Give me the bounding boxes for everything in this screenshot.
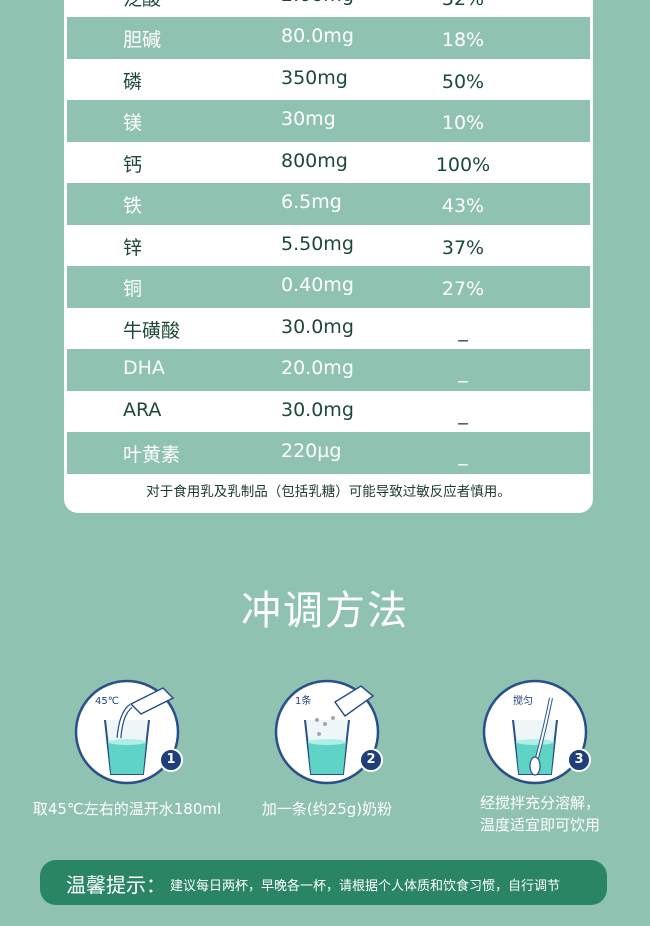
nutrient-amount: 6.5mg	[281, 191, 342, 213]
nutrient-name: 镁	[123, 112, 143, 134]
nutrient-percent: 100%	[435, 153, 491, 176]
nutrient-percent: 18%	[441, 29, 485, 51]
nutrient-name: 锌	[123, 236, 143, 259]
step-icon: 搅匀	[482, 679, 588, 785]
tip-bar: 温馨提示： 建议每日两杯，早晚各一杯，请根据个人体质和饮食习惯，自行调节	[40, 860, 607, 905]
nutrient-percent: 37%	[441, 236, 485, 259]
nutrient-name: 胆碱	[123, 29, 162, 51]
nutrient-percent: _	[458, 402, 468, 425]
tip-text: 建议每日两杯，早晚各一杯，请根据个人体质和饮食习惯，自行调节	[170, 879, 561, 894]
table-row: 磷 350mg 50%	[67, 59, 590, 101]
table-row: 钙 800mg 100%	[67, 142, 590, 184]
nutrient-amount: 350mg	[281, 66, 348, 89]
nutrient-percent: _	[458, 361, 468, 383]
nutrient-amount: 30.0mg	[281, 315, 354, 338]
step-3-caption: 经搅拌充分溶解， 温度适宜即可饮用	[440, 792, 640, 836]
nutrient-name: 叶黄素	[123, 444, 181, 466]
step-label: 搅匀	[513, 694, 533, 707]
step-3-caption-line2: 温度适宜即可饮用	[479, 816, 600, 834]
table-row: 牛磺酸 30.0mg _	[67, 308, 590, 350]
table-row: 胆碱 80.0mg 18%	[67, 17, 590, 59]
step-1-illustration: 45℃ 1	[73, 678, 183, 786]
nutrient-amount: 220µg	[281, 440, 342, 462]
nutrient-percent: 27%	[441, 278, 485, 300]
table-row: DHA 20.0mg _	[67, 349, 590, 391]
nutrient-name: 泛酸	[123, 0, 161, 11]
nutrient-percent: _	[458, 319, 468, 342]
table-row: ARA 30.0mg _	[67, 391, 590, 433]
nutrient-amount: 80.0mg	[281, 25, 354, 47]
table-row: 铁 6.5mg 43%	[67, 183, 590, 225]
step-2-illustration: 1条 2	[273, 678, 383, 786]
nutrient-amount: 0.40mg	[281, 274, 354, 296]
nutrient-name: 铁	[123, 195, 143, 217]
allergy-note: 对于食用乳及乳制品（包括乳糖）可能导致过敏反应者慎用。	[146, 484, 511, 500]
nutrient-name: 磷	[123, 70, 143, 93]
table-row: 镁 30mg 10%	[67, 100, 590, 142]
step-label: 45℃	[95, 696, 119, 707]
nutrient-amount: 800mg	[281, 149, 348, 172]
step-3-caption-line1: 经搅拌充分溶解，	[479, 794, 600, 812]
step-icon: 1条	[274, 679, 380, 785]
nutrient-name: 钙	[123, 153, 143, 176]
step-number-badge: 3	[567, 748, 591, 772]
table-row: 锌 5.50mg 37%	[67, 225, 590, 267]
nutrient-amount: 5.50mg	[281, 232, 354, 255]
nutrient-name: ARA	[123, 398, 162, 421]
nutrient-name: DHA	[123, 357, 165, 379]
nutrient-percent: 50%	[441, 70, 485, 93]
step-number-badge: 2	[359, 748, 383, 772]
table-row: 叶黄素 220µg _	[67, 432, 590, 474]
step-3-illustration: 搅匀 3	[481, 678, 591, 786]
table-row: 泛酸 2.00mg 32%	[67, 0, 590, 17]
nutrient-amount: 30mg	[281, 108, 336, 130]
nutrient-amount: 2.00mg	[281, 0, 354, 6]
nutrient-amount: 20.0mg	[281, 357, 354, 379]
nutrient-percent: 10%	[441, 112, 485, 134]
step-label: 1条	[295, 694, 311, 707]
table-row: 铜 0.40mg 27%	[67, 266, 590, 308]
section-title: 冲调方法	[241, 588, 409, 634]
step-2-caption: 加一条(约25g)奶粉	[261, 800, 393, 818]
nutrient-name: 铜	[123, 278, 143, 300]
nutrient-percent: 43%	[441, 195, 485, 217]
step-1-caption: 取45℃左右的温开水180ml	[32, 800, 222, 818]
tip-heading: 温馨提示：	[66, 873, 166, 897]
nutrient-percent: _	[458, 444, 468, 466]
nutrient-percent: 32%	[427, 0, 499, 10]
nutrient-amount: 30.0mg	[281, 398, 354, 421]
step-icon: 45℃	[74, 679, 180, 785]
step-number-badge: 1	[159, 748, 183, 772]
nutrient-name: 牛磺酸	[123, 319, 181, 342]
nutrition-table: 对于食用乳及乳制品（包括乳糖）可能导致过敏反应者慎用。 泛酸 2.00mg 32% 胆…	[64, 0, 593, 513]
